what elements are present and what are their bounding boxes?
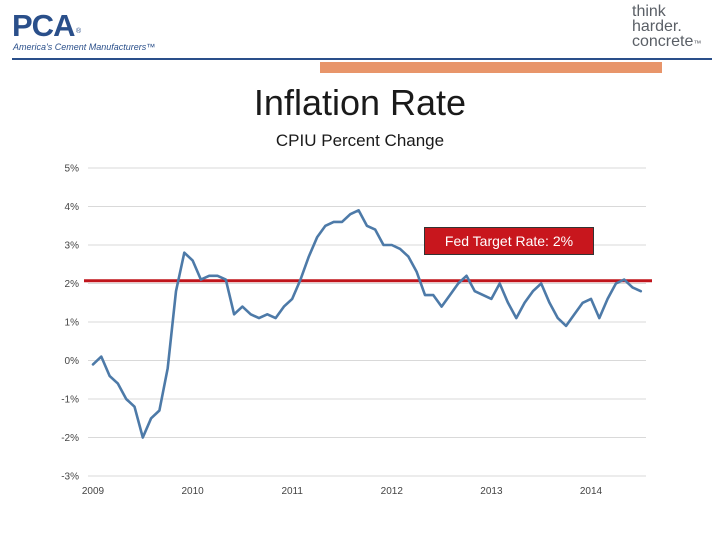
pca-tagline: America's Cement Manufacturers™ bbox=[13, 42, 156, 52]
x-tick-label: 2014 bbox=[580, 486, 603, 497]
x-tick-label: 2013 bbox=[480, 486, 503, 497]
y-axis-labels: 5% 4% 3% 2% 1% 0% -1% -2% -3% bbox=[61, 164, 79, 483]
header-accent-bar bbox=[320, 62, 662, 73]
x-axis-labels: 2009 2010 2011 2012 2013 2014 bbox=[82, 486, 603, 497]
cpiu-series-line bbox=[91, 209, 643, 439]
fed-target-annotation: Fed Target Rate: 2% bbox=[424, 227, 594, 255]
series-layer bbox=[91, 209, 643, 439]
logo-line-think: think bbox=[632, 3, 666, 20]
pca-logo-text: PCA bbox=[12, 8, 75, 43]
header-rule bbox=[12, 58, 712, 60]
y-tick-label: -1% bbox=[61, 395, 79, 406]
y-tick-label: 0% bbox=[65, 356, 80, 367]
x-tick-label: 2011 bbox=[281, 486, 303, 497]
chart-title: Inflation Rate bbox=[253, 82, 467, 123]
y-tick-label: 3% bbox=[65, 241, 80, 252]
logo-line-concrete-text: concrete bbox=[632, 33, 694, 50]
logo-trademark: ™ bbox=[693, 39, 702, 48]
chart-subtitle: CPIU Percent Change bbox=[275, 131, 445, 150]
pca-registered-mark: ® bbox=[76, 28, 82, 35]
y-tick-label: 4% bbox=[65, 202, 80, 213]
x-tick-label: 2010 bbox=[181, 486, 204, 497]
think-harder-concrete-logo: think harder. concrete™ bbox=[632, 4, 716, 54]
gridlines bbox=[88, 167, 646, 477]
x-tick-label: 2012 bbox=[381, 486, 404, 497]
logo-line-harder: harder. bbox=[632, 18, 682, 35]
y-tick-label: 5% bbox=[65, 164, 80, 175]
pca-logo: PCA ® America's Cement Manufacturers™ bbox=[12, 8, 172, 56]
x-tick-label: 2009 bbox=[82, 486, 105, 497]
y-tick-label: -3% bbox=[61, 472, 79, 483]
y-tick-label: -2% bbox=[61, 433, 79, 444]
logo-line-concrete: concrete™ bbox=[632, 34, 716, 51]
y-tick-label: 1% bbox=[65, 318, 80, 329]
y-tick-label: 2% bbox=[65, 279, 80, 290]
